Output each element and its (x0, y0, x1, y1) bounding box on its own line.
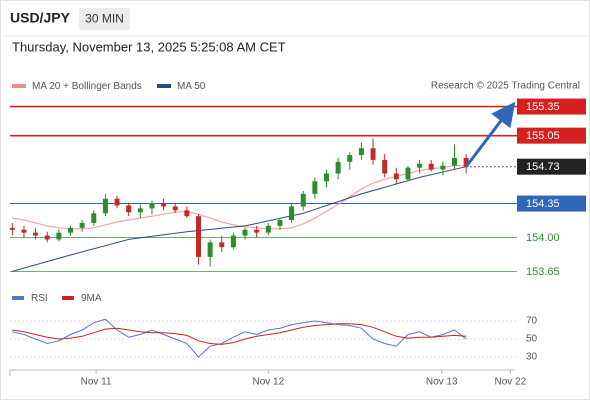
candle-body (277, 220, 283, 226)
timeframe-box (79, 8, 130, 30)
candle-body (68, 227, 74, 233)
rsi-tick-label: 70 (526, 316, 538, 327)
candle-body (114, 198, 120, 206)
candle-body (196, 216, 202, 257)
candle-body (44, 235, 50, 240)
candle-body (417, 163, 423, 168)
ma-line (12, 166, 467, 272)
level-box (517, 158, 586, 175)
x-tick-label: Nov 13 (426, 377, 458, 388)
candle-body (463, 157, 469, 167)
candle-body (323, 173, 329, 182)
candle-body (91, 213, 97, 223)
candle-body (451, 157, 457, 166)
rsi-line (12, 323, 467, 345)
legend-swatch (62, 296, 74, 300)
legend-swatch (12, 296, 24, 300)
level-box (517, 98, 586, 115)
rsi-tick-label: 50 (526, 334, 538, 345)
rsi-tick-label: 30 (526, 352, 538, 363)
candle-body (289, 206, 295, 221)
level-label: 155.35 (526, 101, 560, 113)
candle-body (358, 148, 364, 156)
candle-body (9, 227, 15, 230)
level-box (517, 195, 586, 212)
candle-body (254, 229, 260, 233)
candle-body (370, 148, 376, 160)
candle-body (382, 159, 388, 174)
candle-body (79, 222, 85, 228)
candle-body (137, 208, 143, 213)
level-label: 154.00 (526, 232, 560, 244)
credit: Research © 2025 Trading Central (431, 81, 580, 92)
candle-body (33, 232, 39, 236)
legend-swatch (12, 84, 26, 88)
x-tick-label: Nov 22 (495, 377, 527, 388)
level-label: 153.65 (526, 266, 560, 278)
x-tick-label: Nov 11 (81, 377, 112, 388)
legend-label: RSI (31, 293, 48, 304)
candle-body (102, 198, 108, 214)
candle-body (242, 229, 248, 236)
candle-body (347, 155, 353, 162)
candle-body (312, 181, 318, 194)
candle-body (440, 165, 446, 170)
x-tick-label: Nov 12 (252, 377, 284, 388)
symbol: USD/JPY (10, 10, 71, 26)
candle-body (161, 203, 167, 207)
candle-body (21, 229, 27, 233)
candle-body (56, 232, 62, 240)
legend-label: 9MA (81, 293, 102, 304)
level-box (517, 127, 586, 144)
candle-body (149, 203, 155, 209)
candle-body (230, 235, 236, 248)
candle-body (428, 163, 434, 170)
level-label: 154.35 (526, 198, 560, 210)
candle-body (207, 242, 213, 257)
legend-label: MA 50 (177, 81, 206, 92)
candle-body (219, 242, 225, 248)
ma-line (12, 165, 467, 230)
projection-arrow (464, 101, 516, 168)
candle-body (393, 173, 399, 180)
candle-body (172, 206, 178, 211)
level-label: 154.73 (526, 161, 560, 173)
candle-body (335, 161, 341, 174)
legend-swatch (157, 84, 171, 88)
candle-body (300, 193, 306, 207)
candle-body (126, 205, 132, 213)
timeframe: 30 MIN (85, 12, 124, 26)
level-label: 155.05 (526, 130, 560, 142)
candle-body (265, 225, 271, 233)
candle-body (405, 167, 411, 180)
subtitle: Thursday, November 13, 2025 5:25:08 AM C… (12, 39, 286, 54)
rsi-line (12, 318, 467, 358)
candle-body (184, 210, 190, 217)
legend-label: MA 20 + Bollinger Bands (32, 81, 142, 92)
